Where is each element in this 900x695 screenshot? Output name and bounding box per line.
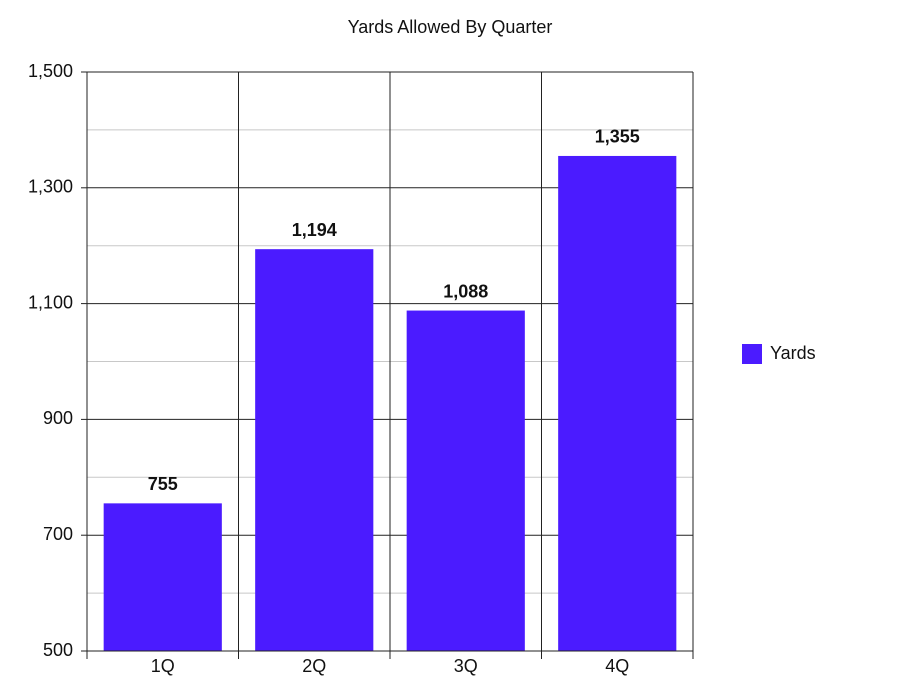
value-label: 1,088 [443,281,488,301]
value-label: 1,355 [595,127,640,147]
x-tick-label: 1Q [151,656,175,676]
y-tick-label: 1,100 [28,292,73,312]
x-tick-label: 4Q [605,656,629,676]
bar [558,155,677,651]
value-label: 755 [148,474,178,494]
bar [255,249,374,651]
x-tick-label: 2Q [302,656,326,676]
bar [103,503,222,651]
y-tick-label: 500 [43,640,73,660]
legend-swatch [742,344,762,364]
chart-title: Yards Allowed By Quarter [348,17,553,37]
value-label: 1,194 [292,220,337,240]
legend-label: Yards [770,343,816,363]
y-tick-label: 1,300 [28,177,73,197]
y-tick-label: 900 [43,408,73,428]
bar [406,310,525,651]
y-tick-label: 1,500 [28,61,73,81]
y-tick-label: 700 [43,524,73,544]
x-tick-label: 3Q [454,656,478,676]
